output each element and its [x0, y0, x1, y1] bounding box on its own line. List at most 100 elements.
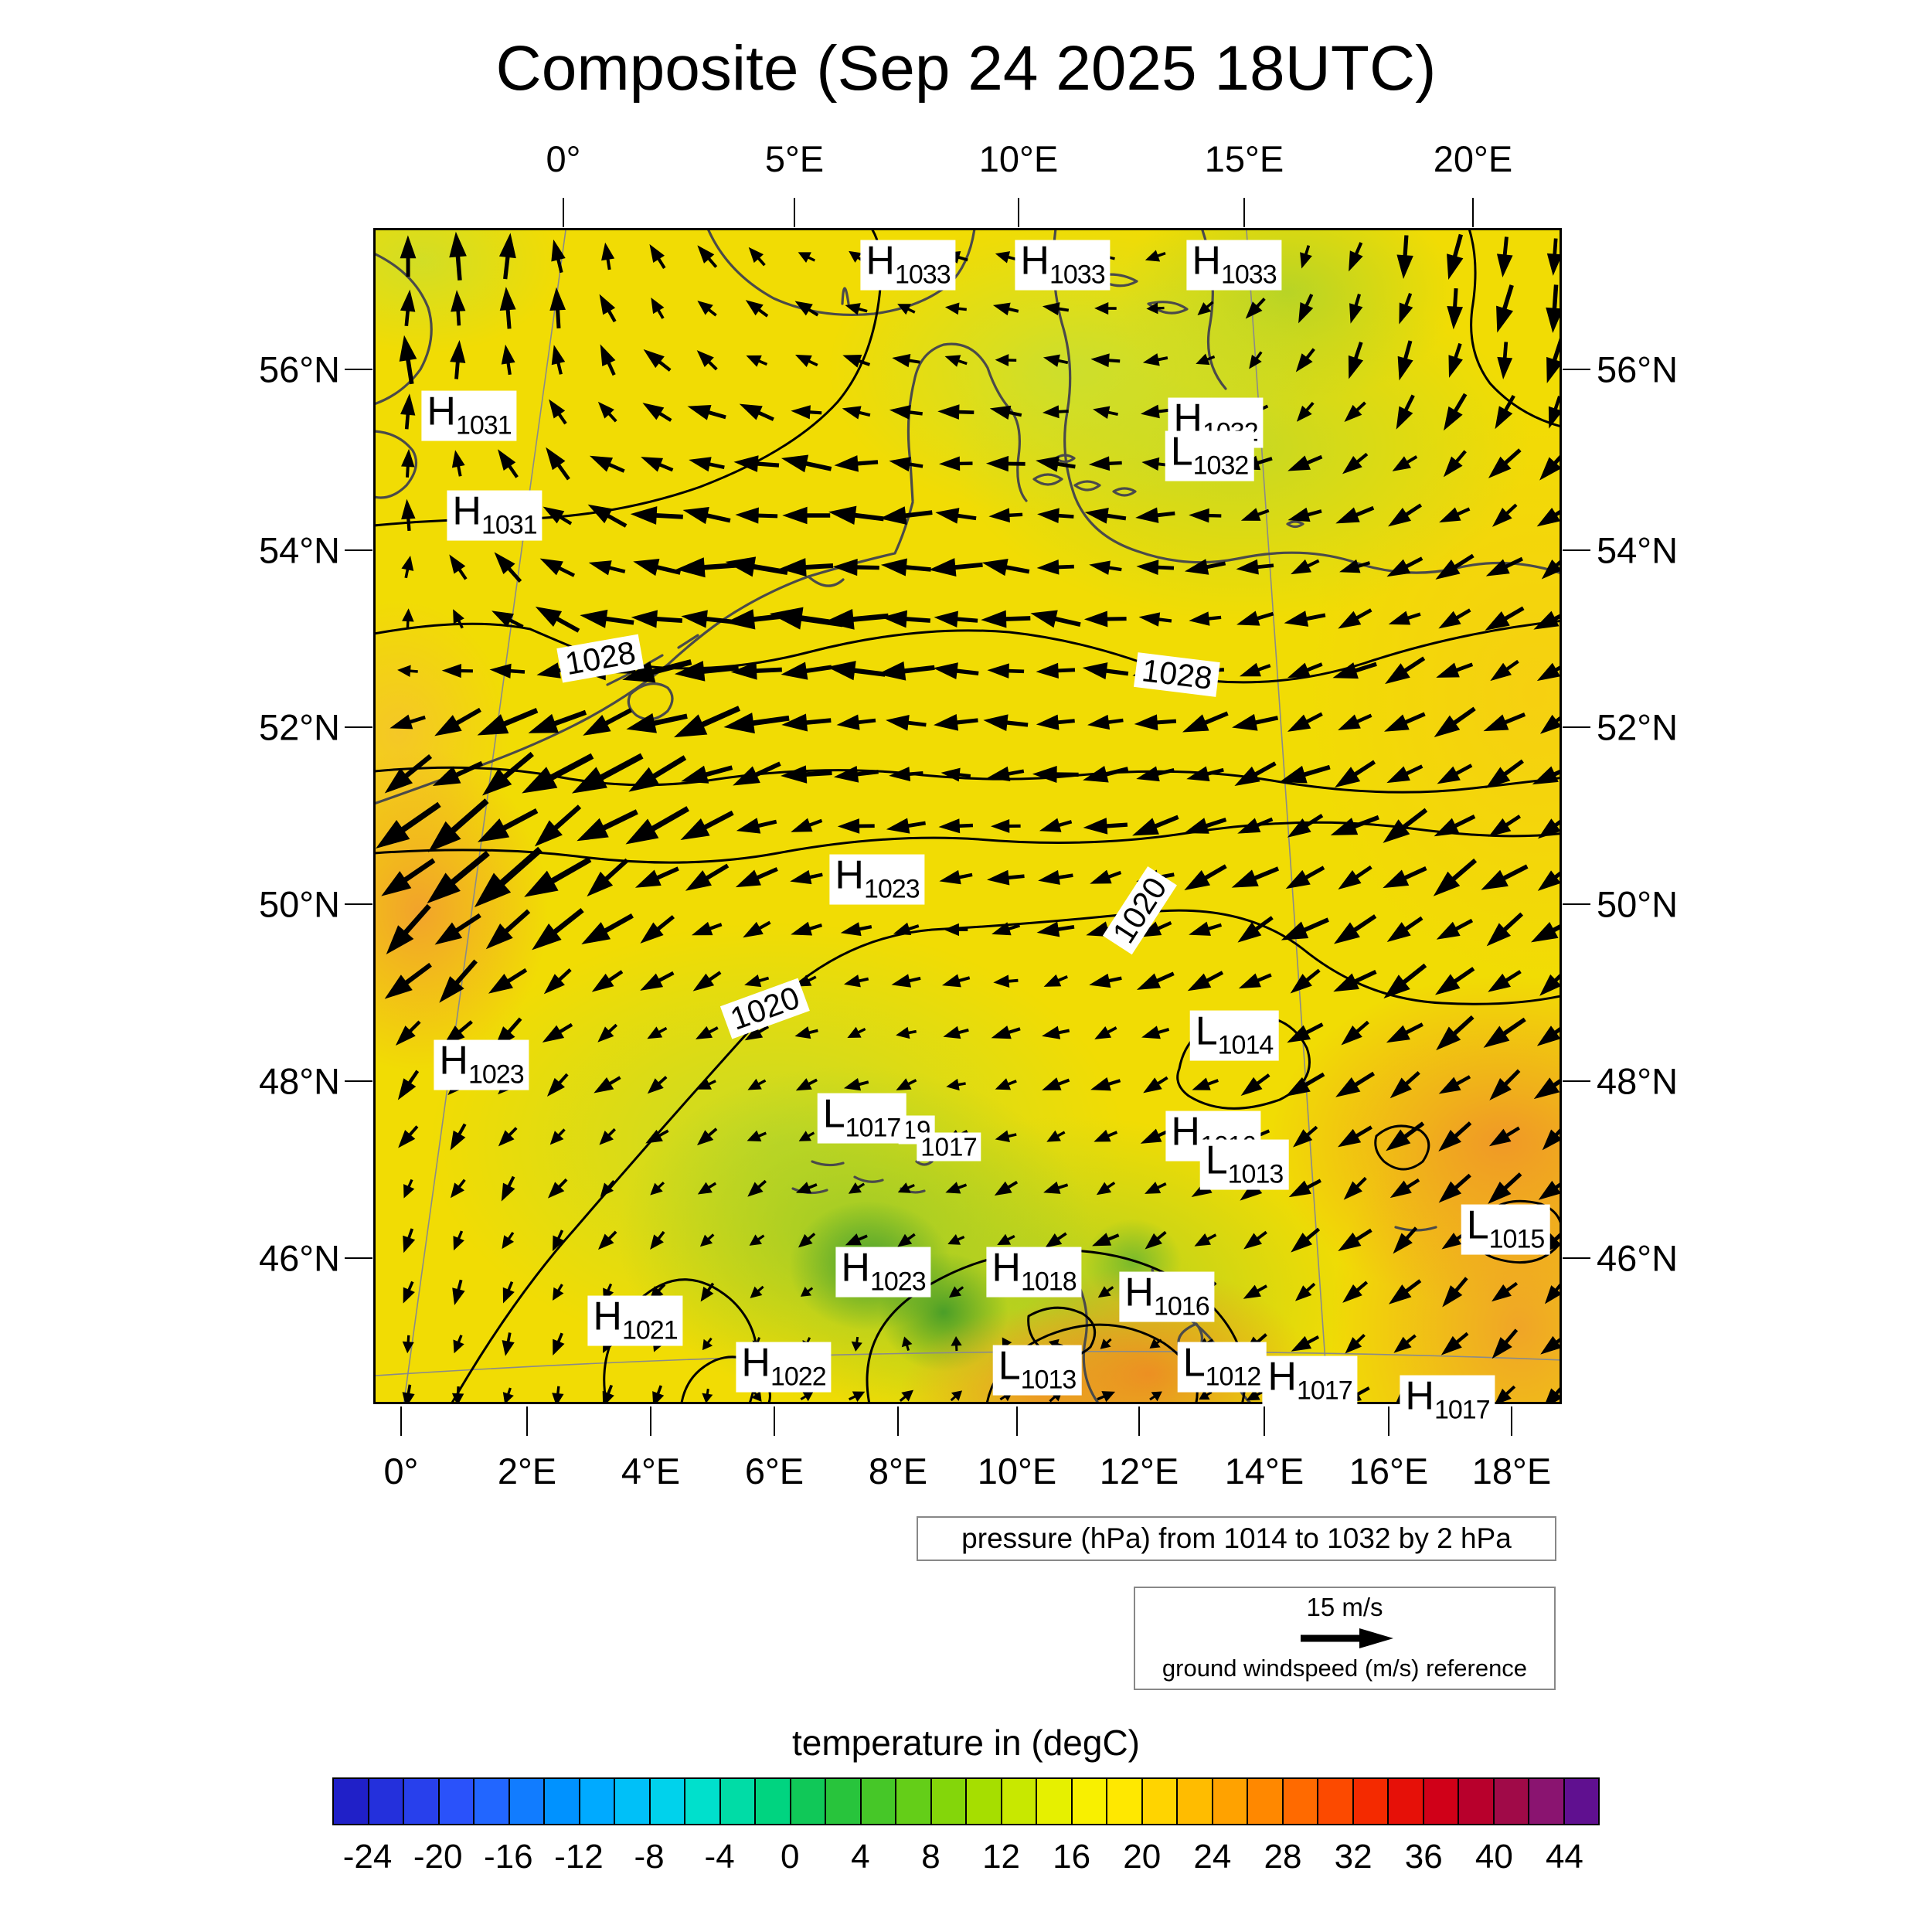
wind-arrow-head [1187, 973, 1212, 992]
wind-arrow-head [797, 975, 812, 987]
wind-arrow-head [1339, 559, 1361, 573]
wind-arrow-head [702, 1393, 713, 1402]
bottom-axis-tick [1388, 1406, 1389, 1436]
wind-arrow-head [647, 1078, 664, 1094]
wind-arrow-head [1393, 1336, 1412, 1353]
wind-arrow-head [1438, 611, 1461, 629]
wind-arrow-head [1436, 921, 1461, 940]
wind-arrow-head [1488, 973, 1511, 992]
colorbar-cell [580, 1779, 615, 1824]
wind-arrow-head [452, 1287, 465, 1306]
wind-arrow-head [730, 662, 757, 680]
wind-arrow-head [725, 609, 756, 630]
wind-arrow-head [1284, 611, 1309, 627]
wind-arrow-head [552, 1393, 564, 1402]
wind-arrow-head [1145, 1182, 1162, 1194]
wind-arrow-head [434, 715, 462, 736]
colorbar-tick-label: 12 [982, 1838, 1021, 1876]
wind-arrow-head [948, 1286, 962, 1298]
wind-arrow-head [674, 661, 706, 682]
wind-arrow-head [1037, 508, 1060, 524]
bottom-axis-label: 14°E [1224, 1451, 1304, 1492]
wind-arrow-head [791, 921, 813, 936]
colorbar-cell [615, 1779, 651, 1824]
bottom-axis-label: 4°E [621, 1451, 681, 1492]
map-panel [373, 228, 1562, 1404]
wind-arrow-head [1533, 611, 1560, 630]
low-pressure-label: L1017 [817, 1093, 906, 1144]
bottom-axis-tick [897, 1406, 899, 1436]
wind-arrow-head [381, 871, 412, 896]
wind-arrow-head [1533, 1077, 1560, 1100]
wind-arrow-head [1485, 559, 1510, 577]
colorbar-cell [1213, 1779, 1248, 1824]
wind-arrow-head [697, 245, 715, 264]
wind-arrow-head [938, 456, 961, 471]
colorbar-cell [826, 1779, 862, 1824]
wind-arrow-head [891, 974, 912, 988]
wind-arrow-head [650, 1234, 664, 1250]
wind-arrow-head [751, 1390, 762, 1402]
high-pressure-label: H1031 [447, 490, 543, 541]
wind-arrow-head [750, 1286, 763, 1298]
wind-arrow-head [1182, 714, 1209, 733]
wind-arrow-head [1385, 663, 1410, 685]
high-pressure-label: H1031 [421, 390, 517, 441]
wind-arrow-head [1243, 1233, 1263, 1250]
wind-arrow-head [395, 1026, 416, 1046]
wind-arrow-head [983, 714, 1009, 731]
high-pressure-label: H1018 [986, 1247, 1082, 1298]
wind-arrow-head [1342, 1284, 1362, 1303]
wind-arrow-head [1437, 766, 1461, 784]
wind-arrow-head [1094, 1026, 1112, 1039]
wind-arrow-head [1492, 1284, 1512, 1302]
colorbar-cell [931, 1779, 967, 1824]
wind-arrow-head [893, 922, 912, 936]
wind-arrow-head [798, 1233, 813, 1248]
wind-arrow-head [735, 507, 759, 524]
colorbar-cell [685, 1779, 721, 1824]
wind-arrow-head [1240, 1077, 1263, 1097]
wind-arrow-head [1184, 559, 1209, 575]
wind-arrow-head [879, 506, 907, 525]
wind-arrow-head [1030, 610, 1058, 628]
wind-arrow-head [781, 662, 808, 680]
wind-arrow-head [702, 1338, 713, 1351]
wind-arrow-head [880, 558, 907, 577]
colorbar-cell [791, 1779, 826, 1824]
wind-arrow-head [1184, 818, 1209, 834]
wind-arrow-head [685, 870, 712, 891]
right-axis-tick [1563, 726, 1590, 728]
wind-arrow-head [889, 767, 911, 782]
wind-arrow-head [543, 506, 565, 524]
right-axis-label: 48°N [1597, 1060, 1679, 1102]
wind-arrow-head [1435, 560, 1461, 580]
wind-arrow-head [1290, 974, 1312, 994]
wind-arrow-head [1546, 356, 1560, 383]
colorbar-cell [474, 1779, 510, 1824]
wind-arrow-head [488, 974, 513, 994]
wind-arrow-head [601, 242, 615, 261]
top-axis-label: 20°E [1433, 138, 1513, 179]
wind-arrow-head [827, 661, 856, 681]
colorbar-cell [334, 1779, 369, 1824]
wind-arrow-head [1140, 1128, 1162, 1144]
wind-arrow-head [1236, 611, 1260, 626]
wind-arrow-head [832, 559, 858, 577]
wind-arrow-head [747, 1182, 764, 1197]
left-axis-label: 56°N [258, 349, 340, 390]
wind-arrow-head [1140, 404, 1160, 419]
wind-arrow-head [989, 405, 1012, 420]
colorbar-cell [1283, 1779, 1318, 1824]
left-axis-tick [345, 369, 372, 370]
colorbar-cell [1389, 1779, 1424, 1824]
wind-arrow-head [995, 251, 1011, 264]
wind-arrow-head [687, 404, 712, 420]
parallel-45deg [376, 1350, 1560, 1376]
wind-arrow-head [798, 252, 811, 264]
low-pressure-label: L1032 [1165, 430, 1254, 481]
colorbar-cell [439, 1779, 474, 1824]
wind-arrow-head [597, 401, 614, 419]
colorbar-cell [1423, 1779, 1459, 1824]
low-pressure-label: L1013 [1199, 1139, 1289, 1190]
